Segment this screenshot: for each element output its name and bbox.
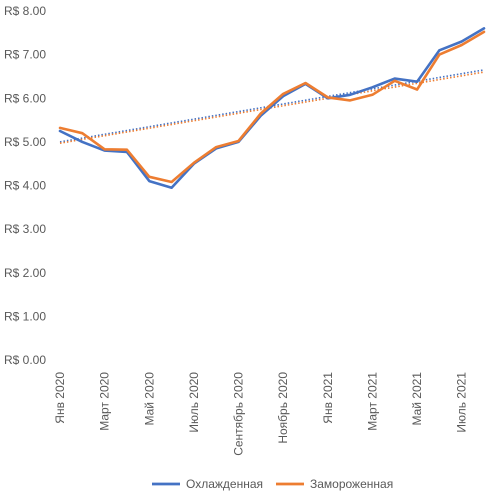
y-tick-label: R$ 7.00 — [4, 48, 46, 62]
series-line-2 — [58, 30, 486, 184]
x-tick-label: Янв 2020 — [53, 372, 67, 424]
y-tick-label: R$ 2.00 — [4, 266, 46, 280]
x-tick-label: Март 2021 — [365, 372, 379, 431]
x-tick-label: Май 2020 — [142, 372, 156, 426]
y-axis-tick-labels: R$ 0.00 R$ 1.00 R$ 2.00 R$ 3.00 R$ 4.00 R$ 5.… — [4, 4, 46, 367]
legend: Охлажденная Замороженная — [152, 477, 393, 491]
x-tick-label: Май 2021 — [410, 372, 424, 426]
legend-label-2: Замороженная — [310, 477, 393, 491]
x-tick-label: Март 2020 — [98, 372, 112, 431]
x-tick-label: Июль 2021 — [455, 372, 469, 433]
x-tick-label: Июль 2020 — [187, 372, 201, 433]
y-tick-label: R$ 8.00 — [4, 4, 46, 18]
x-axis-tick-labels: Янв 2020 Март 2020 Май 2020 Июль 2020 Сентяб… — [53, 372, 469, 456]
x-tick-label: Сентябрь 2020 — [232, 372, 246, 456]
series-line-1 — [58, 27, 486, 189]
legend-label-1: Охлажденная — [186, 477, 263, 491]
y-tick-label: R$ 0.00 — [4, 353, 46, 367]
y-tick-label: R$ 5.00 — [4, 135, 46, 149]
trendline-2 — [59, 71, 485, 144]
y-tick-label: R$ 6.00 — [4, 91, 46, 105]
y-tick-label: R$ 4.00 — [4, 179, 46, 193]
x-tick-label: Ноябрь 2020 — [276, 372, 290, 444]
series-lines — [58, 27, 486, 189]
y-tick-label: R$ 1.00 — [4, 309, 46, 323]
x-tick-label: Янв 2021 — [321, 372, 335, 424]
y-tick-label: R$ 3.00 — [4, 222, 46, 236]
